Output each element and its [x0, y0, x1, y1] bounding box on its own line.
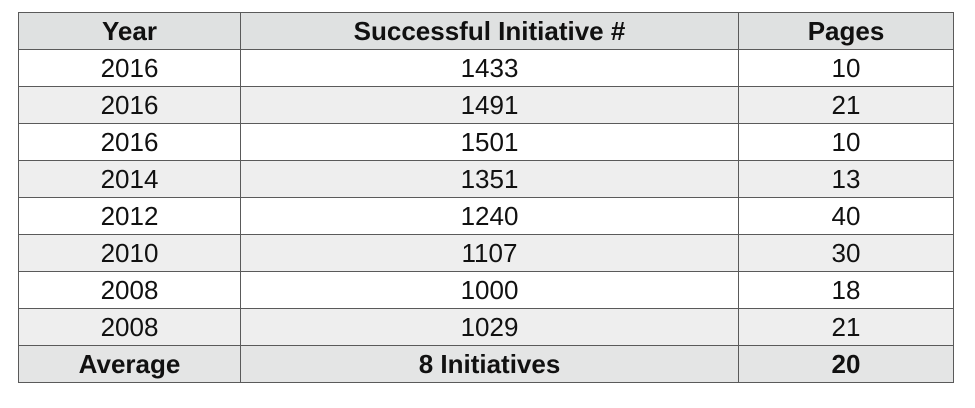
header-row: Year Successful Initiative # Pages	[18, 12, 954, 50]
table-cell: 2014	[18, 160, 241, 198]
footer-cell: Average	[18, 345, 241, 383]
footer-cell: 20	[738, 345, 954, 383]
table-row: 2008 1000 18	[18, 271, 954, 309]
footer-row: Average 8 Initiatives 20	[18, 345, 954, 383]
table-cell: 1351	[240, 160, 739, 198]
footer-cell: 8 Initiatives	[240, 345, 739, 383]
header-cell: Successful Initiative #	[240, 12, 739, 50]
table-cell: 18	[738, 271, 954, 309]
header-cell: Year	[18, 12, 241, 50]
table-row: 2016 1491 21	[18, 86, 954, 124]
table-cell: 1000	[240, 271, 739, 309]
table-cell: 1501	[240, 123, 739, 161]
table-body: 2016 1433 10 2016 1491 21 2016 1501 10 2014 1351 13…	[18, 49, 954, 383]
table-row: 2012 1240 40	[18, 197, 954, 235]
table-cell: 2008	[18, 271, 241, 309]
table-cell: 1240	[240, 197, 739, 235]
table-header: Year Successful Initiative # Pages	[18, 12, 954, 50]
table-cell: 2012	[18, 197, 241, 235]
table-row: 2008 1029 21	[18, 308, 954, 346]
table-cell: 30	[738, 234, 954, 272]
table-row: 2016 1433 10	[18, 49, 954, 87]
data-table: Year Successful Initiative # Pages 2016 143…	[18, 12, 954, 383]
table-cell: 1491	[240, 86, 739, 124]
table-cell: 2016	[18, 49, 241, 87]
table-row: 2016 1501 10	[18, 123, 954, 161]
table-cell: 2016	[18, 123, 241, 161]
table-cell: 10	[738, 123, 954, 161]
table-cell: 2016	[18, 86, 241, 124]
table-cell: 21	[738, 308, 954, 346]
table-cell: 40	[738, 197, 954, 235]
table-cell: 10	[738, 49, 954, 87]
table-cell: 1029	[240, 308, 739, 346]
table-cell: 2010	[18, 234, 241, 272]
table-cell: 1433	[240, 49, 739, 87]
table-row: 2010 1107 30	[18, 234, 954, 272]
table-cell: 21	[738, 86, 954, 124]
table-cell: 1107	[240, 234, 739, 272]
header-cell: Pages	[738, 12, 954, 50]
table-cell: 13	[738, 160, 954, 198]
table-row: 2014 1351 13	[18, 160, 954, 198]
table-cell: 2008	[18, 308, 241, 346]
